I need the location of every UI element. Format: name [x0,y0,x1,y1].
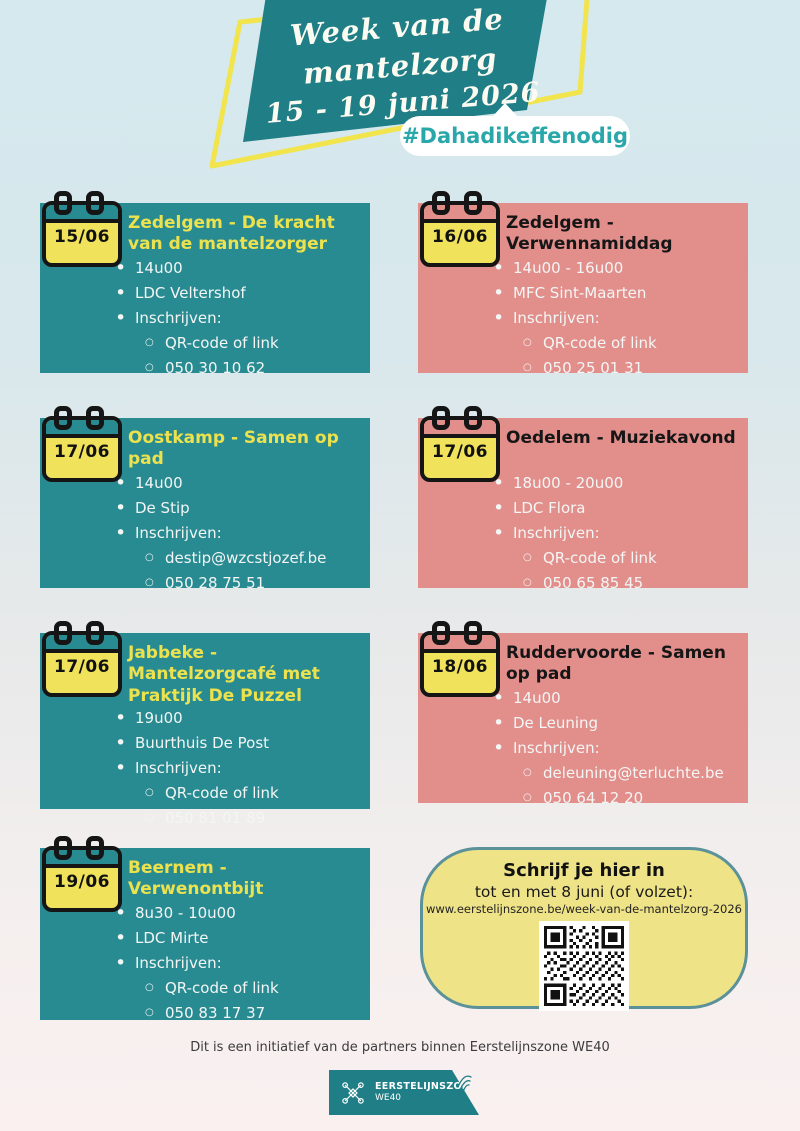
event-signup-option: QR-code of link [523,334,748,352]
event-detail: Inschrijven: [115,757,370,779]
calendar-icon: 17/06 [40,406,124,484]
event-detail: Buurthuis De Post [115,732,370,754]
yellow-frame-shape [209,0,590,169]
logo-zone-name: WE40 [375,1092,402,1103]
event-card-oedelem: 17/06 Oedelem - Muziekavond 18u00 - 20u0… [418,406,748,592]
event-title: Jabbeke - Mantelzorgcafé met Praktijk De… [128,643,320,706]
event-phone: 050 64 12 20 [523,789,748,807]
event-title: Zedelgem - De kracht van de mantelzorger [128,213,335,255]
hashtag-pill: #Dahadikeffenodig [400,103,630,156]
event-signup-option: QR-code of link [523,549,748,567]
event-detail: 14u00 [115,472,370,494]
event-detail: Inschrijven: [115,522,370,544]
event-detail: LDC Mirte [115,927,370,949]
calendar-icon: 16/06 [418,191,502,269]
signup-box: Schrijf je hier in tot en met 8 juni (of… [420,847,748,1011]
qr-code[interactable] [539,921,629,1011]
event-detail: MFC Sint-Maarten [493,282,748,304]
event-phone: 050 28 75 51 [145,574,370,592]
qr-code-image [544,926,624,1006]
calendar-icon: 18/06 [418,621,502,699]
teal-banner-shape [243,0,547,142]
eerstelijnszone-logo: EERSTELIJNSZONE WE40 [329,1070,479,1115]
signup-title: Schrijf je hier in [503,860,665,881]
event-title: Oedelem - Muziekavond [506,428,736,448]
event-date: 17/06 [53,657,111,677]
event-phone: 050 83 17 37 [145,1004,370,1022]
event-date: 19/06 [53,872,111,892]
event-card-beernem: 19/06 Beernem - Verwenontbijt 8u30 - 10u… [40,836,370,1022]
event-detail: Inschrijven: [115,307,370,329]
event-card-ruddervoorde: 18/06 Ruddervoorde - Samen op pad 14u00 … [418,621,748,807]
hashtag-label: #Dahadikeffenodig [401,124,629,148]
event-title: Beernem - Verwenontbijt [128,858,264,900]
event-phone: 050 65 85 45 [523,574,748,592]
event-detail: 14u00 - 16u00 [493,257,748,279]
event-detail: Inschrijven: [493,307,748,329]
event-detail: Inschrijven: [115,952,370,974]
event-phone: 050 30 10 62 [145,359,370,377]
event-date: 16/06 [431,227,489,247]
event-detail: LDC Flora [493,497,748,519]
event-detail: De Leuning [493,712,748,734]
event-email: destip@wzcstjozef.be [145,549,370,567]
event-detail: Inschrijven: [493,522,748,544]
event-signup-option: QR-code of link [145,979,370,997]
event-date: 15/06 [53,227,111,247]
header-banner-shapes [209,0,590,169]
event-card-jabbeke: 17/06 Jabbeke - Mantelzorgcafé met Prakt… [40,621,370,827]
signup-deadline: tot en met 8 juni (of volzet): [474,883,694,901]
calendar-icon: 15/06 [40,191,124,269]
event-date: 17/06 [53,442,111,462]
event-signup-option: QR-code of link [145,784,370,802]
calendar-icon: 17/06 [40,621,124,699]
event-email: deleuning@terluchte.be [523,764,748,782]
event-detail: 18u00 - 20u00 [493,472,748,494]
network-icon [342,1081,364,1104]
event-phone: 050 81 01 89 [145,809,370,827]
calendar-icon: 19/06 [40,836,124,914]
event-detail: De Stip [115,497,370,519]
event-card-oostkamp: 17/06 Oostkamp - Samen op pad 14u00 De S… [40,406,370,592]
event-phone: 050 25 01 31 [523,359,748,377]
event-date: 17/06 [431,442,489,462]
event-card-zedelgem-verwennamiddag: 16/06 Zedelgem - Verwennamiddag 14u00 - … [418,191,748,377]
event-title: Oostkamp - Samen op pad [128,428,339,470]
event-detail: 8u30 - 10u00 [115,902,370,924]
swirl-icon [457,1075,472,1093]
signup-url-link[interactable]: www.eerstelijnszone.be/week-van-de-mante… [426,902,742,916]
logo-org-name: EERSTELIJNSZONE [375,1080,477,1092]
event-signup-option: QR-code of link [145,334,370,352]
event-date: 18/06 [431,657,489,677]
event-detail: LDC Veltershof [115,282,370,304]
logo-text: EERSTELIJNSZONE WE40 [375,1081,477,1104]
event-detail: Inschrijven: [493,737,748,759]
event-card-zedelgem-kracht: 15/06 Zedelgem - De kracht van de mantel… [40,191,370,377]
event-detail: 14u00 [115,257,370,279]
calendar-icon: 17/06 [418,406,502,484]
event-detail: 14u00 [493,687,748,709]
event-title: Zedelgem - Verwennamiddag [506,213,673,255]
footer-note: Dit is een initiatief van de partners bi… [190,1040,610,1055]
event-title: Ruddervoorde - Samen op pad [506,643,726,685]
event-detail: 19u00 [115,707,370,729]
